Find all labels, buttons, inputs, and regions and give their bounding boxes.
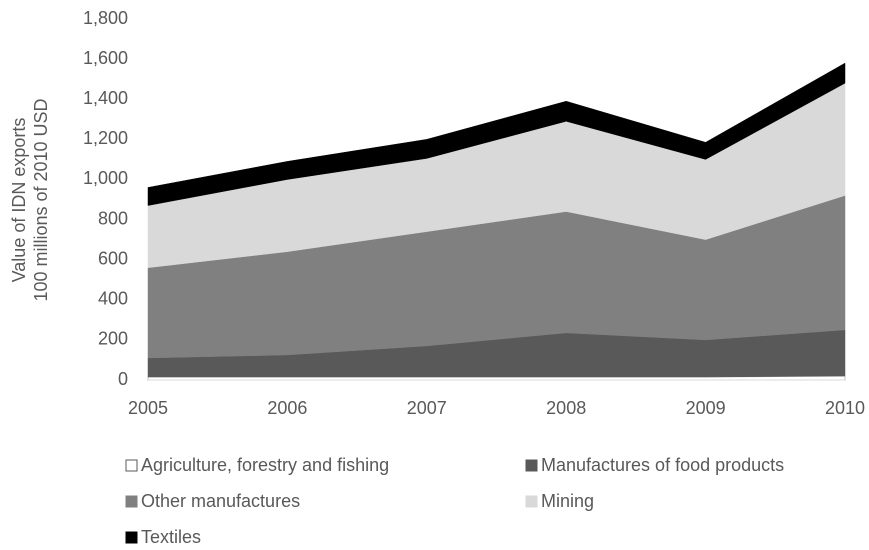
- y-tick-label: 600: [98, 248, 128, 268]
- legend-marker: [525, 495, 538, 508]
- y-tick-label: 800: [98, 208, 128, 228]
- legend-label: Mining: [541, 491, 594, 511]
- legend-marker: [125, 459, 138, 472]
- y-tick-label: 0: [118, 369, 128, 389]
- y-tick-label: 200: [98, 329, 128, 349]
- x-tick-label: 2008: [546, 398, 586, 418]
- y-tick-label: 1,800: [83, 8, 128, 28]
- y-tick-label: 400: [98, 289, 128, 309]
- legend-label: Agriculture, forestry and fishing: [141, 455, 389, 475]
- y-tick-label: 1,000: [83, 168, 128, 188]
- y-axis-title-line: 100 millions of 2010 USD: [31, 98, 51, 301]
- x-tick-label: 2005: [128, 398, 168, 418]
- x-tick-label: 2006: [267, 398, 307, 418]
- legend-marker: [525, 459, 538, 472]
- legend-marker: [125, 531, 138, 544]
- x-tick-label: 2010: [825, 398, 865, 418]
- legend-marker: [125, 495, 138, 508]
- legend-label: Textiles: [141, 527, 201, 547]
- legend-label: Other manufactures: [141, 491, 300, 511]
- y-axis-title-line: Value of IDN exports: [9, 118, 29, 283]
- x-tick-label: 2007: [407, 398, 447, 418]
- y-tick-label: 1,600: [83, 48, 128, 68]
- y-tick-label: 1,400: [83, 88, 128, 108]
- legend-label: Manufactures of food products: [541, 455, 784, 475]
- area: [147, 62, 846, 206]
- y-axis-title: Value of IDN exports 100 millions of 201…: [9, 98, 51, 301]
- y-tick-label: 1,200: [83, 128, 128, 148]
- x-tick-label: 2009: [686, 398, 726, 418]
